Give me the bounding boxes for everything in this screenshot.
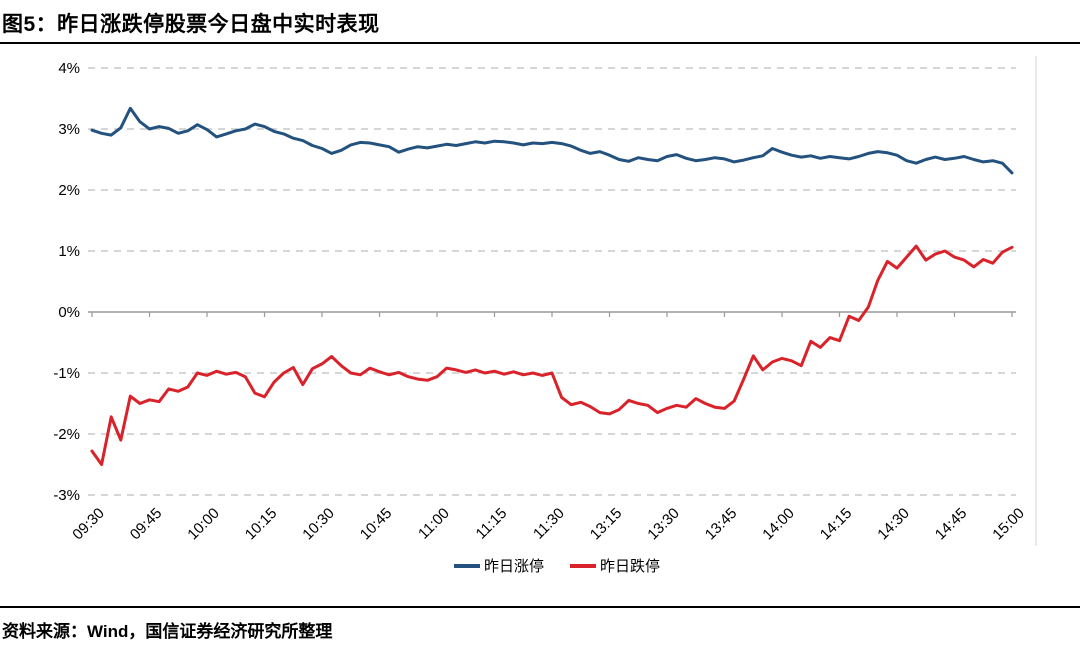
x-tick-label: 14:45: [932, 505, 971, 544]
legend-label: 昨日涨停: [484, 558, 544, 575]
legend-item: 昨日跌停: [570, 558, 660, 575]
x-tick-label: 13:30: [644, 505, 683, 544]
x-tick-label: 11:30: [530, 505, 568, 543]
y-tick-label: 3%: [58, 121, 80, 138]
line-chart: 4% 3% 2% 1% 0% -1% -2% -3%09:30 09:45 10:00 10:15 1…: [53, 56, 1037, 575]
y-tick-label: -3%: [53, 487, 80, 504]
x-tick-label: 13:15: [587, 505, 626, 544]
x-tick-label: 14:30: [874, 505, 913, 544]
legend: 昨日涨停 昨日跌停: [454, 558, 660, 575]
series-line-prev-limit-up: [90, 106, 1014, 175]
x-tick-label: 11:15: [473, 505, 511, 543]
x-tick-label: 10:15: [242, 505, 281, 544]
title-divider: [0, 42, 1080, 44]
legend-item: 昨日涨停: [454, 558, 544, 575]
y-tick-label: -2%: [53, 426, 80, 443]
y-tick-label: 0%: [58, 304, 80, 321]
gridlines: [88, 67, 1016, 496]
footer-divider: [0, 606, 1080, 608]
figure-title: 图5：昨日涨跌停股票今日盘中实时表现: [2, 13, 380, 36]
x-tick-label: 10:30: [299, 505, 338, 544]
x-tick-label: 14:15: [817, 505, 856, 544]
legend-label: 昨日跌停: [600, 558, 660, 575]
x-tick-label: 11:00: [415, 505, 453, 543]
x-tick-label: 09:45: [127, 505, 166, 544]
y-tick-label: 4%: [58, 60, 80, 77]
x-tick-label: 10:45: [357, 505, 396, 544]
y-tick-label: -1%: [53, 365, 80, 382]
x-tick-label: 10:00: [184, 505, 223, 544]
y-tick-label: 2%: [58, 182, 80, 199]
x-tick-label: 15:00: [989, 505, 1028, 544]
x-tick-label: 14:00: [759, 505, 798, 544]
x-axis-labels: 09:30 09:45 10:00 10:15 10:30 10:45 11:00 11:15…: [69, 505, 1028, 544]
source-note: 资料来源：Wind，国信证券经济研究所整理: [2, 622, 333, 641]
y-tick-label: 1%: [58, 243, 80, 260]
y-axis-labels: 4% 3% 2% 1% 0% -1% -2% -3%: [53, 60, 80, 504]
series-line-prev-limit-down: [90, 244, 1014, 466]
x-tick-label: 09:30: [69, 505, 108, 544]
zero-axis: [88, 311, 1016, 317]
x-tick-label: 13:45: [702, 505, 741, 544]
